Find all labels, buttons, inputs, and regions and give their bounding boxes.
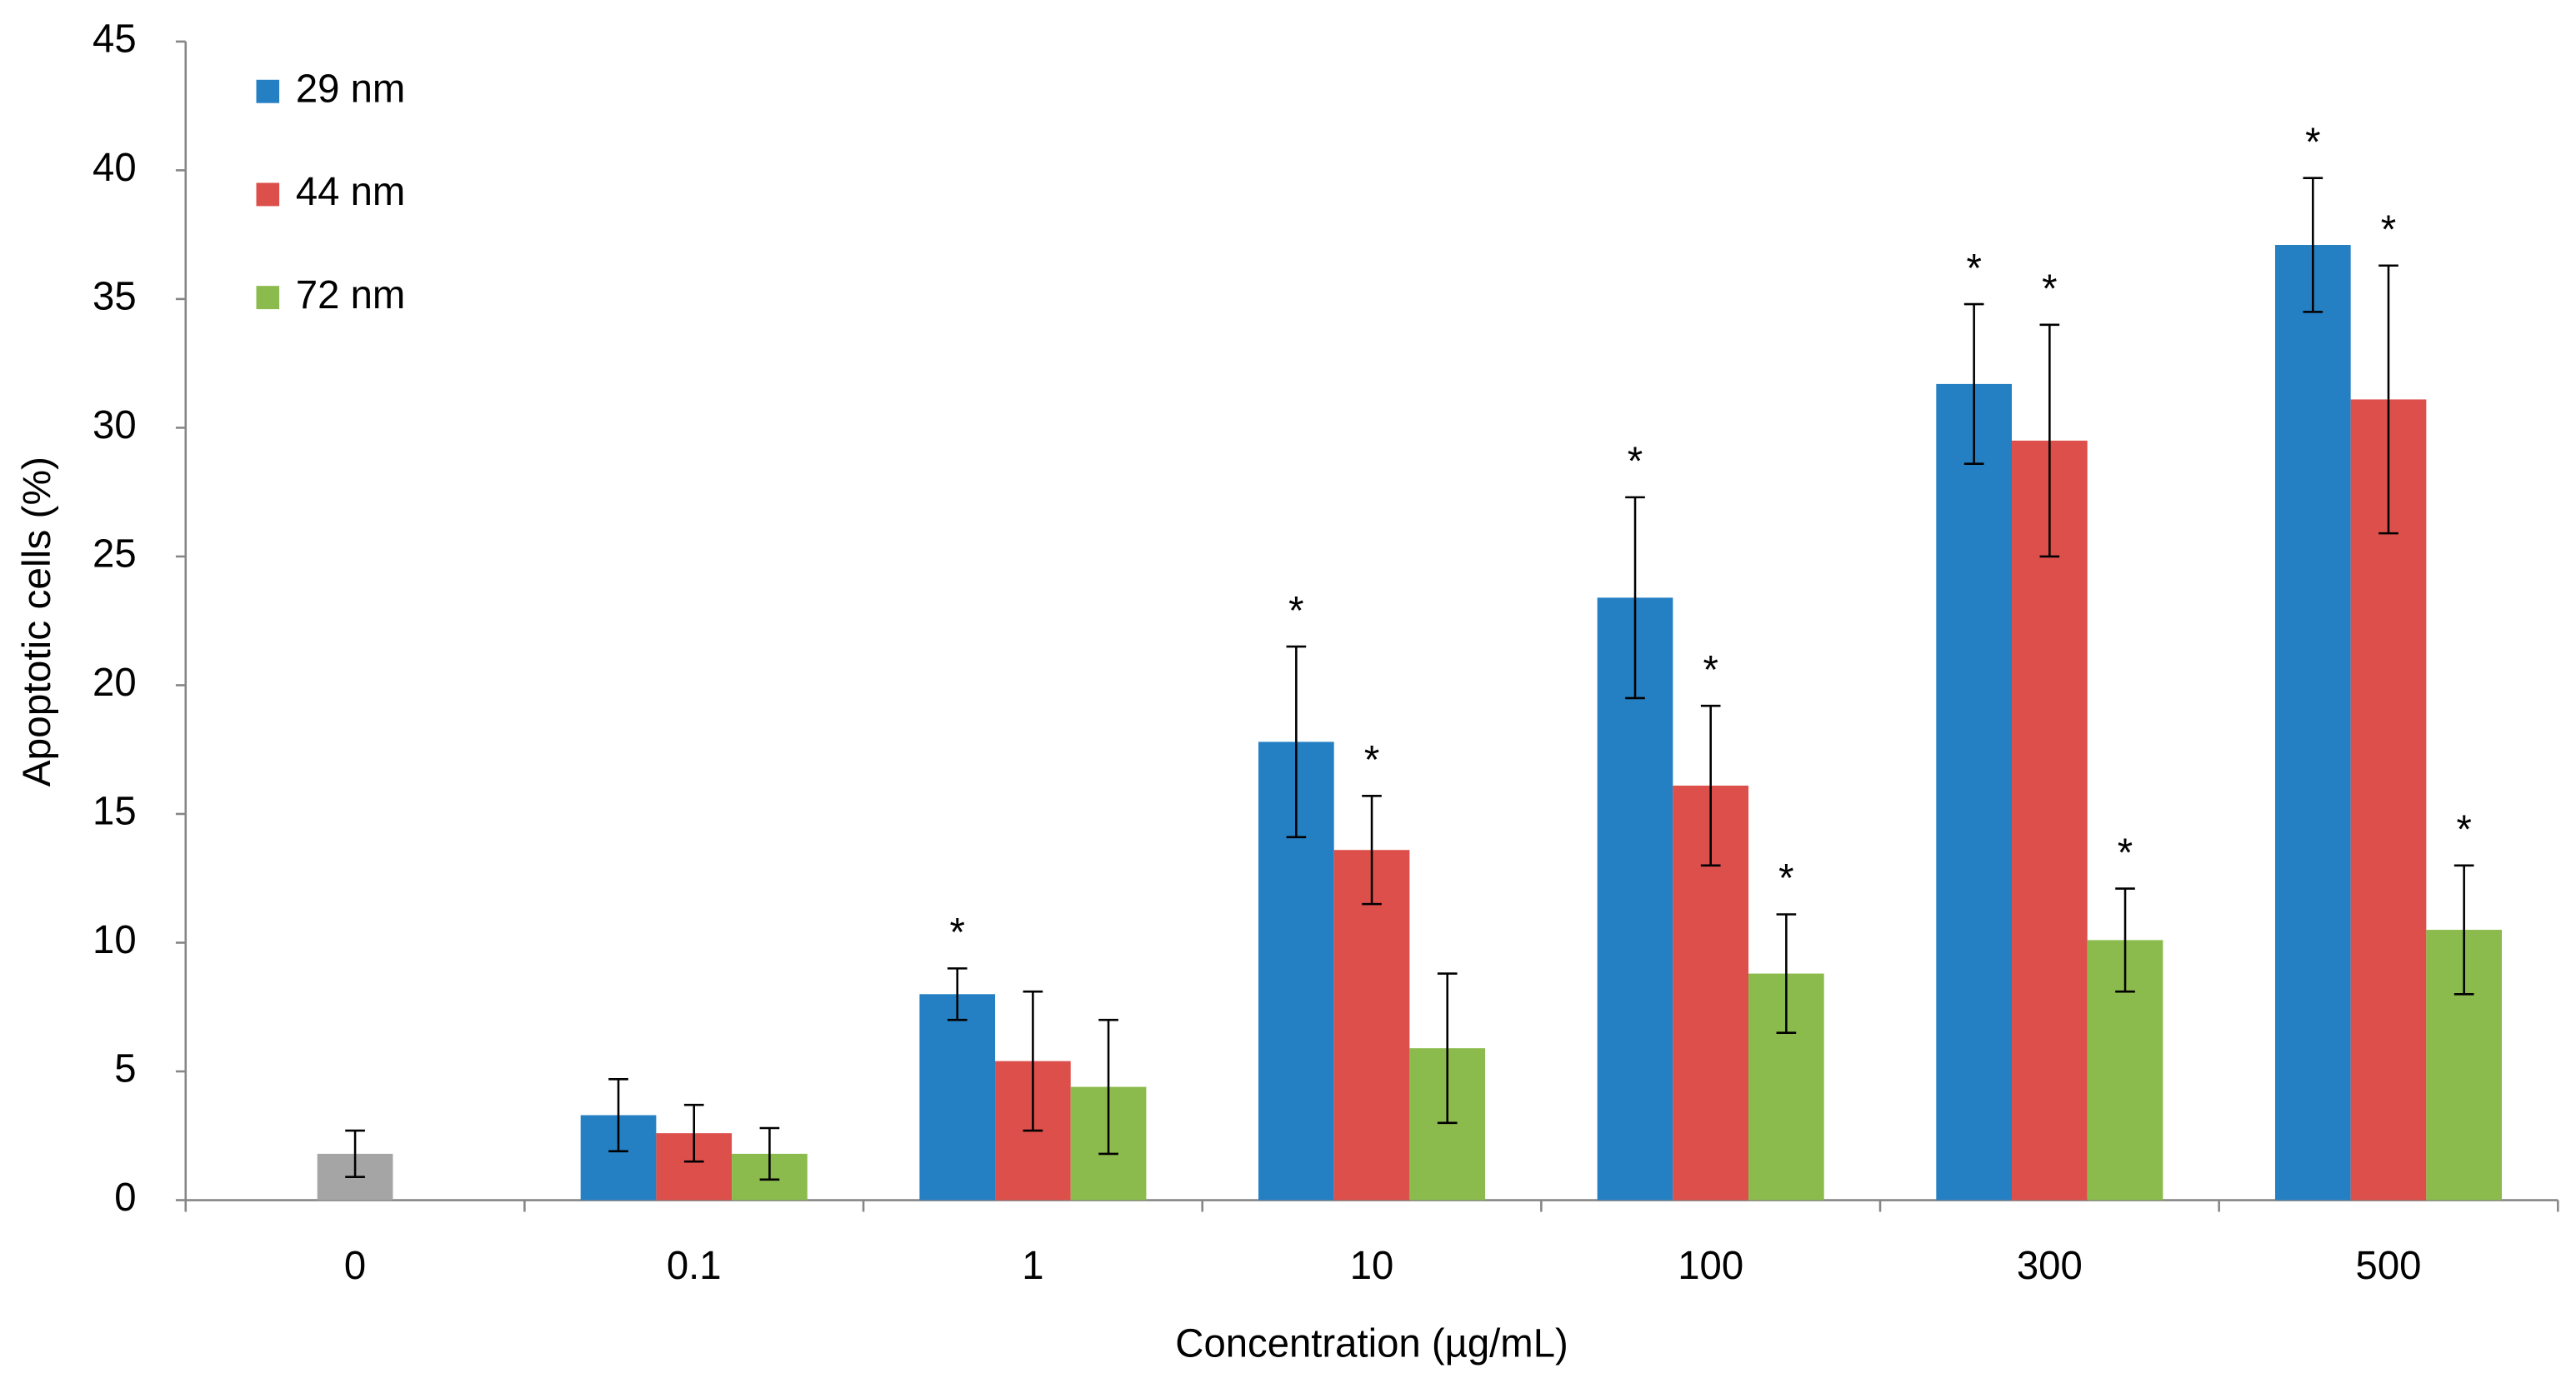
y-axis-label: Apoptotic cells (%)	[15, 457, 59, 786]
legend-swatch	[256, 182, 280, 207]
y-tick-label: 25	[93, 532, 137, 576]
x-tick-label: 0	[344, 1244, 366, 1288]
x-tick-label: 1	[1022, 1244, 1043, 1288]
legend-swatch	[256, 79, 280, 103]
bar	[919, 994, 996, 1201]
significance-mark: *	[1364, 738, 1379, 782]
y-tick-label: 45	[93, 17, 137, 61]
y-tick-label: 0	[114, 1176, 136, 1220]
legend-label: 29 nm	[296, 67, 405, 111]
bar	[1936, 383, 2012, 1201]
significance-mark: *	[1703, 648, 1718, 692]
y-tick-label: 10	[93, 918, 137, 962]
bar	[1333, 850, 1410, 1201]
x-tick-label: 500	[2356, 1244, 2422, 1288]
x-tick-label: 100	[1678, 1244, 1743, 1288]
significance-mark: *	[2456, 807, 2471, 851]
significance-mark: *	[2118, 831, 2133, 875]
significance-mark: *	[1628, 439, 1643, 483]
significance-mark: *	[2042, 267, 2057, 311]
legend-label: 44 nm	[296, 170, 405, 214]
y-tick-label: 5	[114, 1046, 136, 1091]
significance-mark: *	[1288, 589, 1303, 633]
y-tick-label: 40	[93, 146, 137, 190]
bar	[2274, 245, 2351, 1201]
x-tick-label: 0.1	[667, 1244, 722, 1288]
legend-swatch	[256, 286, 280, 310]
x-tick-label: 10	[1350, 1244, 1394, 1288]
y-tick-label: 35	[93, 274, 137, 318]
y-tick-label: 20	[93, 661, 137, 705]
significance-mark: *	[2381, 207, 2396, 252]
x-tick-label: 300	[2017, 1244, 2083, 1288]
significance-mark: *	[1778, 856, 1793, 901]
x-axis-label: Concentration (µg/mL)	[1175, 1321, 1568, 1366]
significance-mark: *	[2305, 120, 2320, 164]
y-tick-label: 30	[93, 403, 137, 447]
significance-mark: *	[950, 911, 965, 955]
legend-label: 72 nm	[296, 273, 405, 317]
significance-mark: *	[1966, 247, 1981, 291]
bar	[2011, 440, 2088, 1201]
y-tick-label: 15	[93, 789, 137, 833]
